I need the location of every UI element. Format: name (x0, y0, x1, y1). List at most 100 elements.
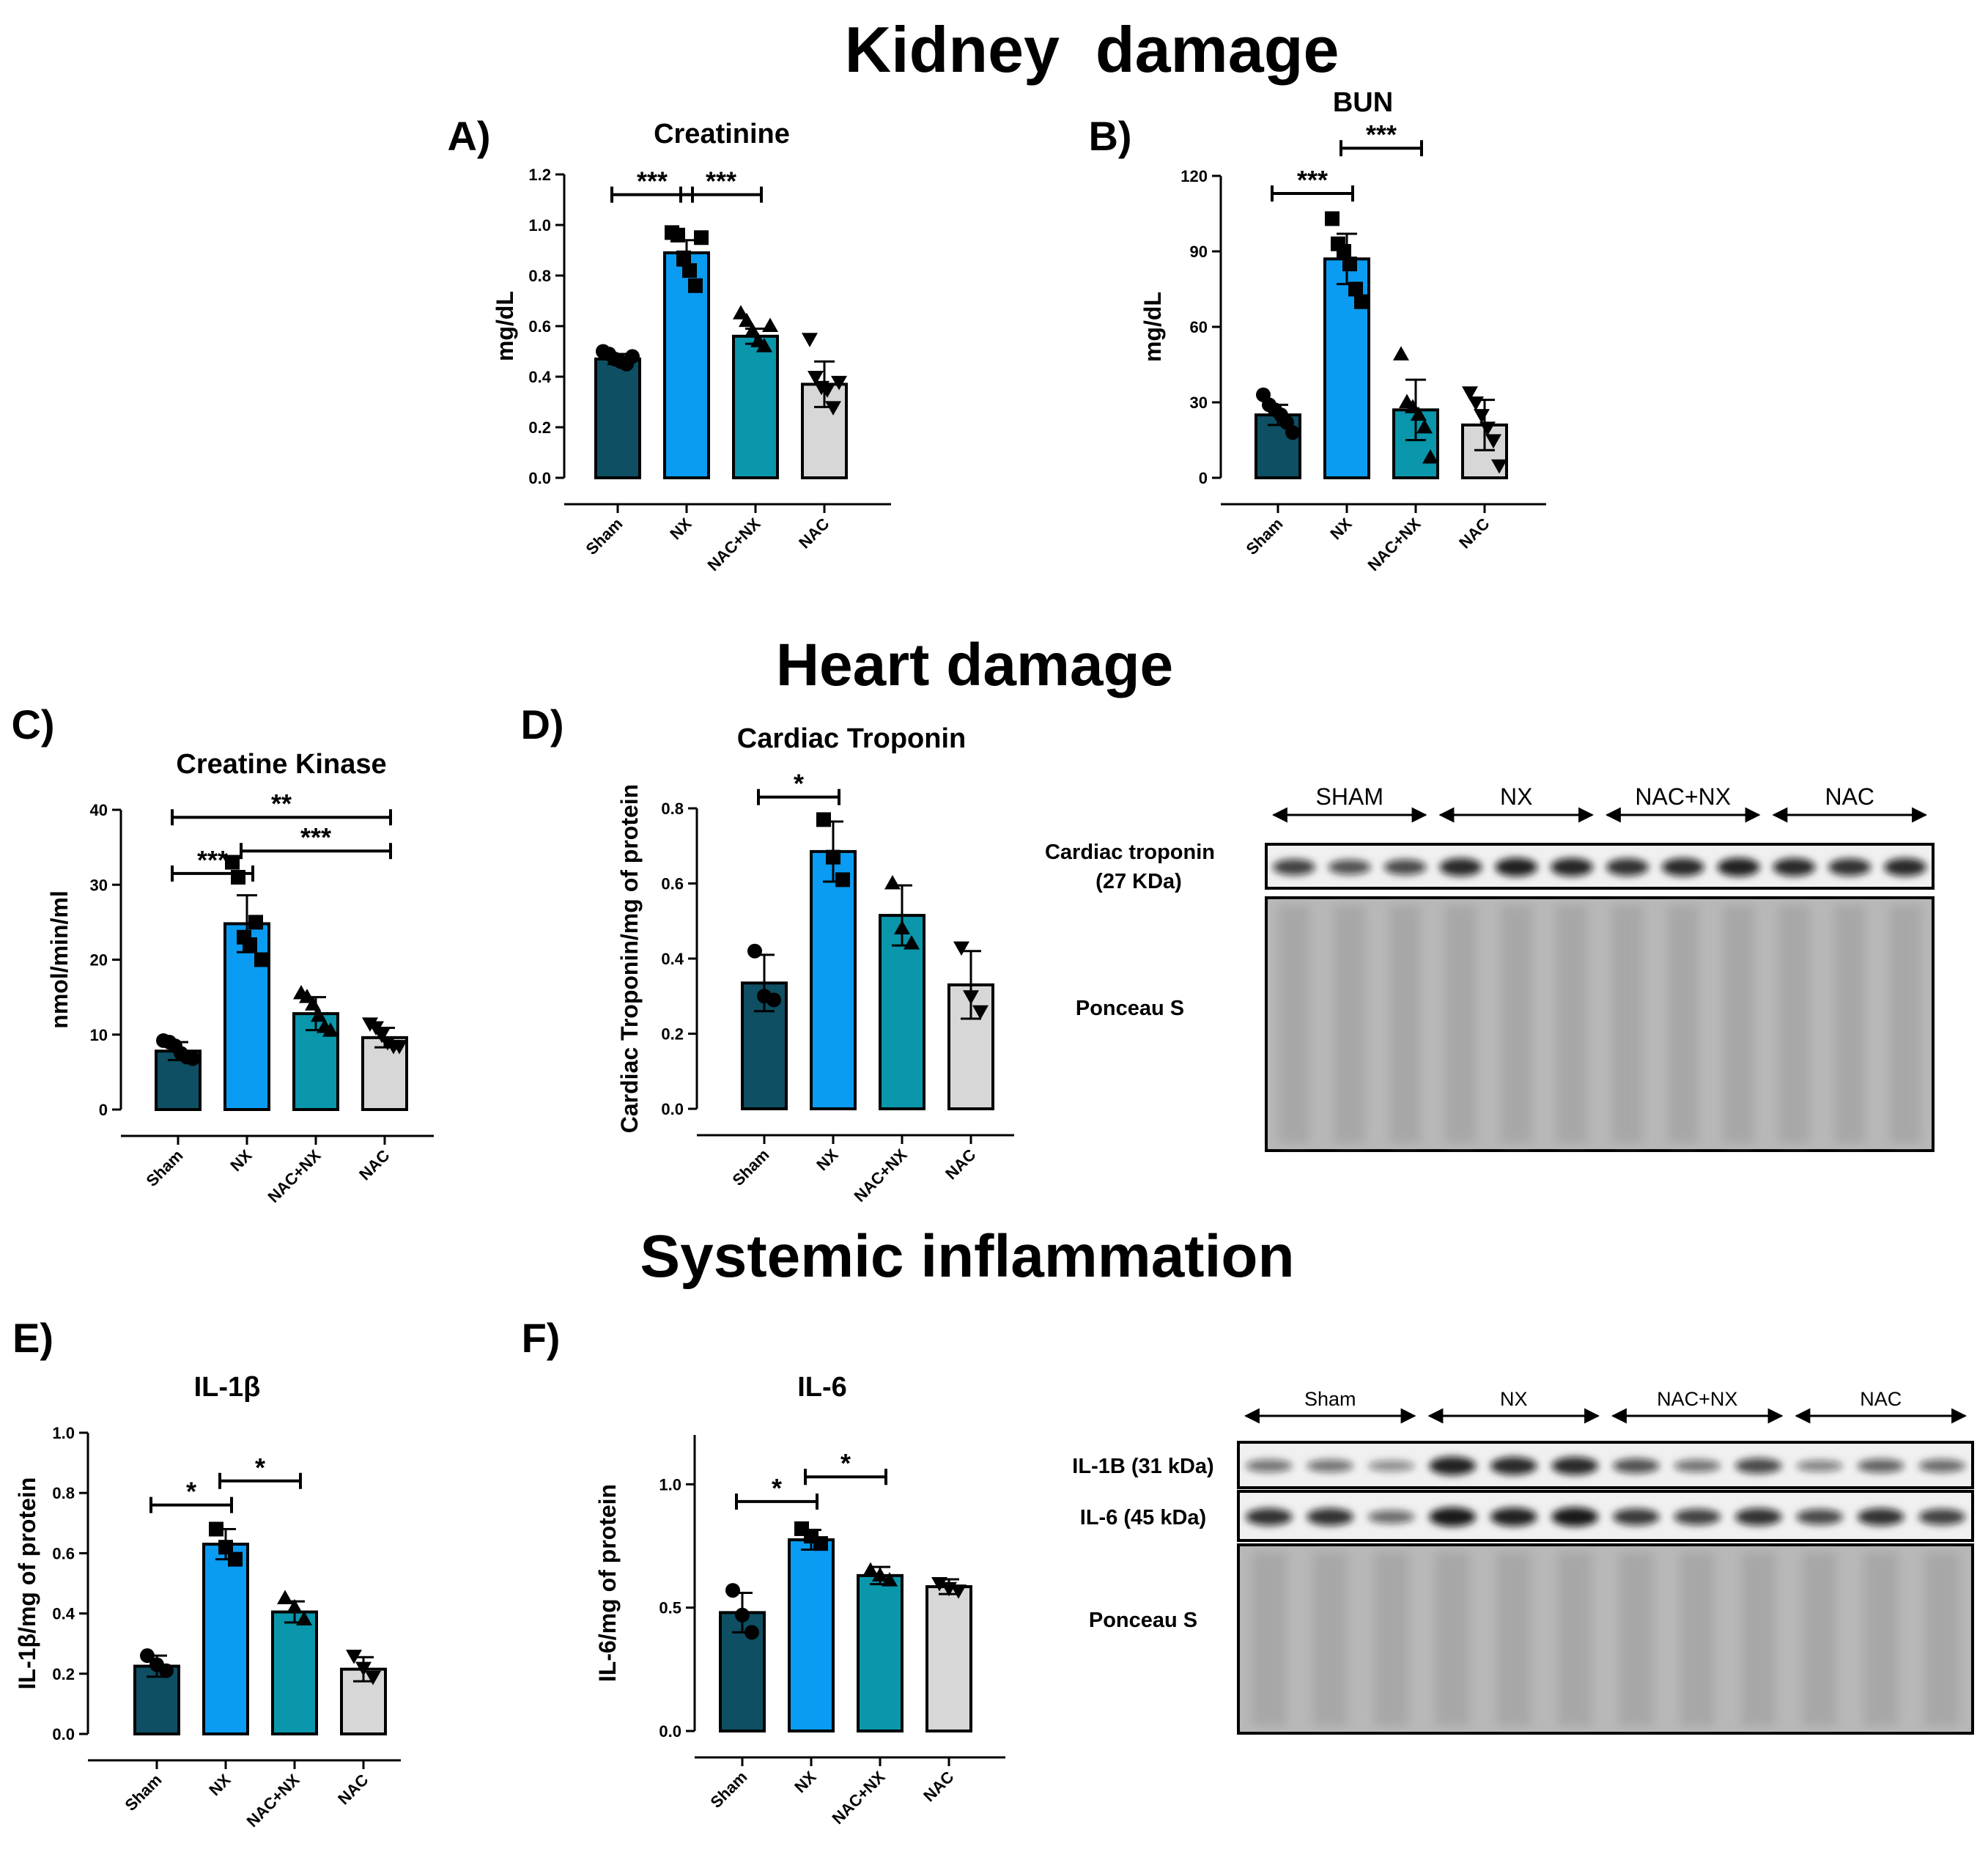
protein-band (1429, 1456, 1476, 1475)
protein-band (1796, 1460, 1843, 1472)
data-point (625, 349, 640, 364)
chart-title: Creatinine (654, 119, 790, 150)
data-point (374, 1028, 390, 1044)
data-point (228, 1551, 243, 1567)
band-row (1273, 857, 1926, 876)
x-tick-label: NAC+NX (264, 1146, 324, 1206)
x-tick-label: NX (226, 1146, 256, 1176)
ponceau-lane (1611, 905, 1644, 1143)
data-point (225, 855, 240, 870)
panel-label: C) (11, 701, 54, 748)
ponceau-lane (1802, 1552, 1837, 1726)
group-label: NAC+NX (1635, 783, 1731, 810)
data-point (735, 1607, 750, 1623)
data-point (1325, 211, 1340, 226)
data-point (953, 941, 969, 956)
data-point (950, 1584, 967, 1599)
data-point (816, 812, 831, 827)
bar (271, 1610, 318, 1735)
ponceau-lane (1680, 1552, 1715, 1726)
y-tick-label: 30 (90, 876, 108, 894)
chart-title: BUN (1333, 87, 1393, 118)
protein-band (1613, 1508, 1660, 1526)
data-point (825, 401, 841, 416)
ponceau-lane (1278, 905, 1310, 1143)
y-tick-label: 0.0 (659, 1722, 681, 1741)
x-tick-label: NAC (334, 1771, 372, 1808)
data-point (739, 312, 755, 328)
y-tick-label: 0.6 (528, 317, 551, 336)
data-point (819, 383, 835, 398)
band-label: (27 KDa) (1095, 870, 1182, 893)
ponceau-lane (1667, 905, 1699, 1143)
bar (810, 849, 857, 1110)
ponceau-lane (1741, 1552, 1776, 1726)
data-point (243, 937, 257, 953)
protein-band (1551, 857, 1593, 876)
data-point (1348, 281, 1363, 297)
protein-band (1606, 858, 1649, 876)
bar (788, 1538, 835, 1732)
data-point (1405, 399, 1421, 413)
x-tick-label: Sham (1242, 514, 1286, 558)
ponceau-lane (1312, 1552, 1348, 1726)
y-tick-label: 0.2 (528, 418, 551, 437)
x-tick-label: Sham (728, 1145, 772, 1189)
data-point (254, 952, 269, 967)
y-tick-label: 0.4 (661, 950, 684, 968)
significance-label: *** (1297, 165, 1328, 195)
bar (594, 357, 641, 479)
data-point (1416, 418, 1433, 434)
significance-label: *** (300, 822, 331, 852)
protein-band (1368, 1460, 1415, 1472)
data-point (1491, 459, 1507, 474)
x-tick-label: Sham (706, 1768, 750, 1812)
ponceau-lane (1496, 1552, 1531, 1726)
x-tick-label: NAC+NX (850, 1145, 910, 1206)
x-tick-label: NX (205, 1771, 234, 1800)
band-label: Cardiac troponin (1045, 841, 1215, 864)
ponceau-lane (1556, 905, 1588, 1143)
data-point (1468, 396, 1484, 411)
protein-band (1439, 858, 1482, 876)
y-tick-label: 0.0 (528, 469, 551, 487)
x-tick-label: NAC (1455, 514, 1493, 552)
bar (925, 1585, 972, 1733)
data-point (185, 1051, 200, 1066)
protein-band (1490, 1457, 1537, 1475)
band-row (1246, 1507, 1965, 1527)
y-tick-label: 1.0 (528, 216, 551, 235)
x-tick-label: Sham (142, 1146, 186, 1190)
group-label: NAC (1860, 1388, 1902, 1410)
band-label: IL-1B (31 kDa) (1072, 1455, 1213, 1478)
y-axis-label: mg/dL (492, 291, 518, 361)
y-tick-label: 1.0 (52, 1424, 75, 1442)
y-tick-label: 0.2 (661, 1025, 684, 1044)
protein-band (1307, 1508, 1353, 1526)
group-label: NX (1500, 783, 1532, 810)
ponceau-lane (1557, 1552, 1592, 1726)
data-point (355, 1661, 372, 1677)
protein-band (1796, 1509, 1843, 1525)
significance-label: * (255, 1453, 265, 1483)
ponceau-lanes (1278, 905, 1921, 1143)
y-tick-label: 0.6 (661, 875, 684, 893)
data-point (1479, 421, 1496, 436)
data-point (368, 1021, 384, 1036)
y-tick-label: 60 (1190, 318, 1208, 336)
protein-band (1495, 857, 1538, 876)
ponceau-lane (1389, 905, 1421, 1143)
data-point (835, 872, 850, 887)
protein-band (1551, 1457, 1598, 1475)
protein-band (1773, 858, 1816, 876)
ponceau-lane (1252, 1552, 1287, 1726)
protein-band (1368, 1510, 1415, 1524)
y-tick-label: 0.8 (661, 800, 684, 818)
y-tick-label: 0.2 (52, 1665, 75, 1683)
data-point (931, 1577, 947, 1592)
data-point (391, 1040, 407, 1055)
y-tick-label: 10 (90, 1026, 108, 1044)
y-tick-label: 0.5 (659, 1599, 681, 1617)
protein-band (1884, 858, 1926, 876)
y-tick-label: 0.0 (661, 1100, 684, 1118)
